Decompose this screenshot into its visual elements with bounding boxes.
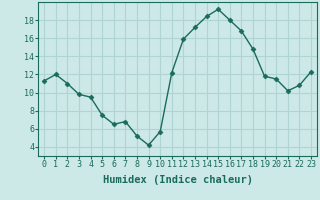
X-axis label: Humidex (Indice chaleur): Humidex (Indice chaleur) <box>103 175 252 185</box>
